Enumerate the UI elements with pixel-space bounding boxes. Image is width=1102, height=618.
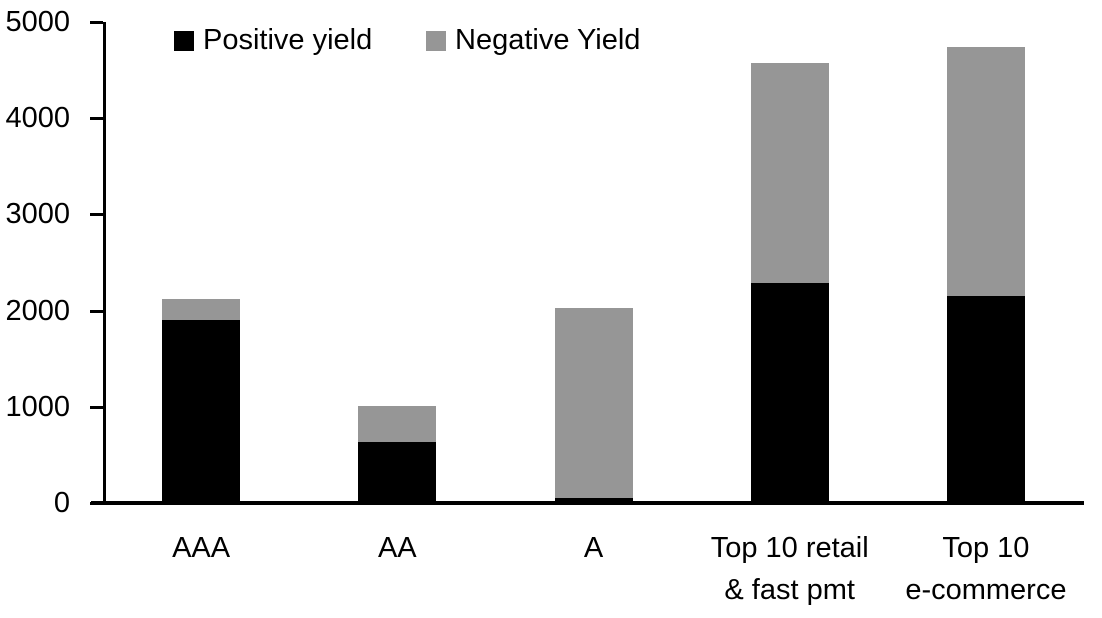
y-axis-tick: [90, 309, 103, 313]
bar-segment: [162, 320, 241, 503]
negative-yield-swatch-icon: [426, 31, 446, 51]
x-category-label: Top 10 e-commerce: [905, 532, 1067, 606]
bar-segment: [554, 498, 633, 503]
y-axis-tick: [90, 21, 103, 24]
bar-segment: [162, 299, 241, 321]
bar-segment: [358, 405, 437, 443]
y-axis-tick-label: 2000: [5, 294, 70, 327]
y-axis-tick: [90, 117, 103, 121]
y-axis-tick-label: 4000: [5, 102, 70, 135]
positive-yield-swatch-icon: [174, 31, 194, 51]
x-category-label: AA: [377, 532, 417, 564]
bar-segment: [946, 47, 1025, 297]
bar-segment: [946, 296, 1025, 503]
bar-segment: [750, 63, 829, 283]
y-axis-tick-label: 3000: [5, 198, 70, 231]
y-axis-line: [103, 22, 106, 505]
legend-label-positive-yield: Positive yield: [203, 24, 373, 56]
x-axis-line: [91, 501, 1084, 505]
legend-item-negative-yield: Negative Yield: [426, 24, 640, 56]
x-category-label: AAA: [172, 532, 231, 564]
y-axis-tick-label: 1000: [5, 390, 70, 423]
bar-segment: [750, 282, 829, 503]
x-category-label: Top 10 retail & fast pmt: [710, 532, 869, 606]
bar-segment: [554, 307, 633, 499]
bar-segment: [358, 442, 437, 503]
legend-item-positive-yield: Positive yield: [174, 24, 372, 56]
y-axis-tick: [90, 213, 103, 217]
x-category-label: A: [583, 532, 604, 564]
y-axis-tick: [90, 405, 103, 409]
y-axis-tick-label: 5000: [5, 6, 70, 38]
legend-label-negative-yield: Negative Yield: [455, 24, 641, 56]
y-axis-tick-label: 0: [53, 487, 70, 519]
